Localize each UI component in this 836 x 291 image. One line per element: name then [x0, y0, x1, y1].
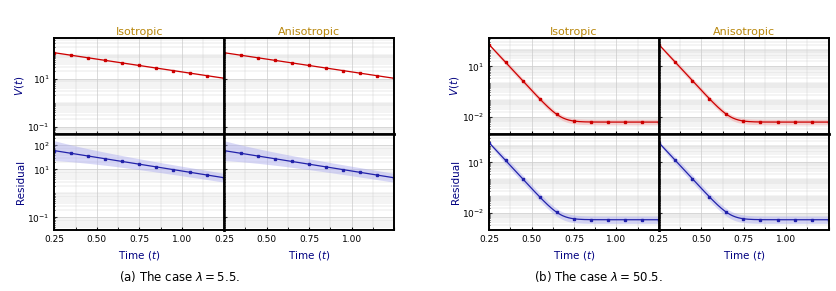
Y-axis label: $V(t)$: $V(t)$: [13, 76, 26, 96]
Title: Isotropic: Isotropic: [115, 27, 163, 37]
X-axis label: Time $(t)$: Time $(t)$: [118, 249, 161, 262]
Title: Anisotropic: Anisotropic: [711, 27, 774, 37]
Text: (a) The case $\lambda = 5.5$.: (a) The case $\lambda = 5.5$.: [120, 269, 240, 284]
Title: Isotropic: Isotropic: [549, 27, 597, 37]
X-axis label: Time $(t)$: Time $(t)$: [721, 249, 764, 262]
Y-axis label: Residual: Residual: [16, 160, 26, 204]
Text: (b) The case $\lambda = 50.5$.: (b) The case $\lambda = 50.5$.: [533, 269, 662, 284]
X-axis label: Time $(t)$: Time $(t)$: [552, 249, 594, 262]
Y-axis label: $V(t)$: $V(t)$: [447, 76, 460, 96]
Title: Anisotropic: Anisotropic: [278, 27, 339, 37]
Y-axis label: Residual: Residual: [450, 160, 460, 204]
X-axis label: Time $(t)$: Time $(t)$: [288, 249, 330, 262]
